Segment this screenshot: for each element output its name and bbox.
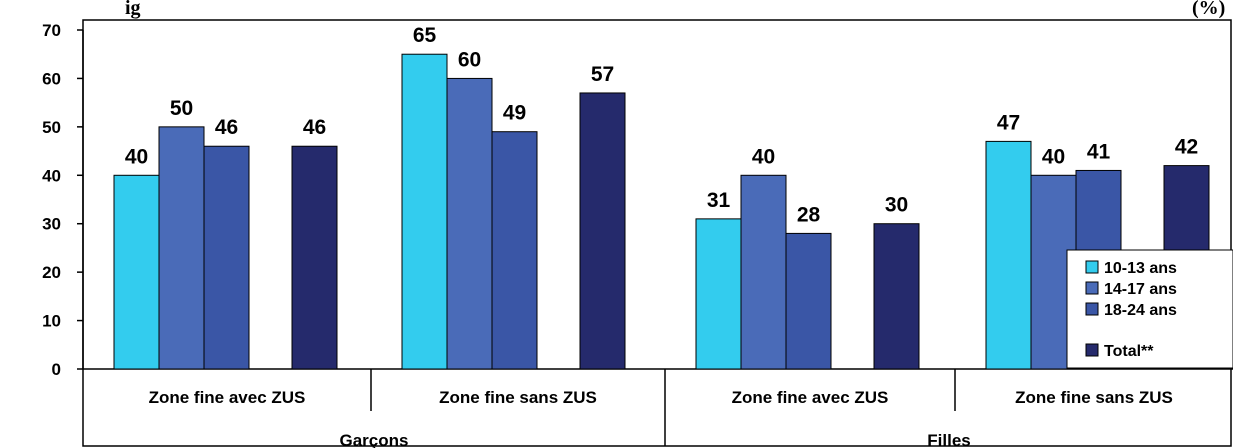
legend-label: 10-13 ans xyxy=(1104,260,1177,277)
legend-swatch xyxy=(1085,260,1099,274)
bar xyxy=(291,145,338,370)
y-tick-label: 60 xyxy=(42,69,61,88)
data-label: 57 xyxy=(591,63,614,86)
chart-title-right: (%) xyxy=(1192,0,1225,19)
category-label: Zone fine sans ZUS xyxy=(439,388,597,407)
data-label: 40 xyxy=(125,145,148,168)
y-tick-label: 40 xyxy=(42,166,61,185)
data-label: 50 xyxy=(170,97,193,120)
legend-label: Total** xyxy=(1104,343,1154,360)
data-label: 41 xyxy=(1087,140,1111,163)
data-label: 40 xyxy=(752,145,775,168)
category-label: Zone fine sans ZUS xyxy=(1015,388,1173,407)
data-label: 46 xyxy=(215,116,238,139)
legend-label: 14-17 ans xyxy=(1104,281,1177,298)
y-tick-label: 10 xyxy=(42,312,61,331)
data-label: 31 xyxy=(707,189,731,212)
bar xyxy=(491,131,538,370)
legend-label: 18-24 ans xyxy=(1104,302,1177,319)
bar xyxy=(203,145,250,370)
group-label: Filles xyxy=(927,431,970,448)
category-label: Zone fine avec ZUS xyxy=(732,388,889,407)
y-tick-label: 20 xyxy=(42,263,61,282)
bar xyxy=(579,92,626,370)
category-label: Zone fine avec ZUS xyxy=(149,388,306,407)
y-tick-label: 50 xyxy=(42,118,61,137)
bar xyxy=(985,140,1032,370)
bar xyxy=(740,174,787,370)
data-label: 65 xyxy=(413,24,437,47)
legend: 10-13 ans 14-17 ans 18-24 ans Total** xyxy=(1066,249,1233,369)
data-label: 60 xyxy=(458,48,481,71)
y-tick-label: 0 xyxy=(52,360,61,379)
legend-swatch xyxy=(1085,281,1099,295)
bar xyxy=(446,77,493,370)
chart-title-left: ig xyxy=(125,0,141,19)
data-label: 28 xyxy=(797,203,821,226)
y-tick-label: 30 xyxy=(42,215,61,234)
legend-swatch xyxy=(1085,302,1099,316)
data-label: 49 xyxy=(503,102,526,125)
data-label: 40 xyxy=(1042,145,1065,168)
bar xyxy=(785,232,832,370)
bar xyxy=(158,126,205,370)
data-label: 47 xyxy=(997,111,1020,134)
bar xyxy=(695,218,742,370)
group-label: Garçons xyxy=(340,431,409,448)
legend-swatch xyxy=(1085,343,1099,357)
data-label: 42 xyxy=(1175,136,1198,159)
y-tick-label: 70 xyxy=(42,21,61,40)
data-label: 30 xyxy=(885,194,908,217)
data-label: 46 xyxy=(303,116,326,139)
bar xyxy=(401,53,448,370)
bar xyxy=(873,223,920,370)
bar xyxy=(113,174,160,370)
